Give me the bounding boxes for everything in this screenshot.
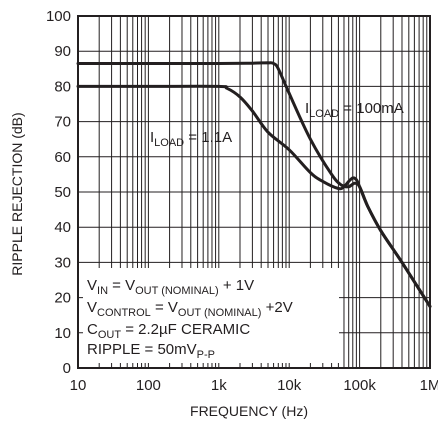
y-tick-label: 90 [54, 43, 71, 60]
series-labels: ILOAD = 100mA ILOAD = 1.1A [150, 100, 404, 149]
x-tick-label: 10k [277, 377, 302, 394]
y-tick-label: 100 [46, 8, 71, 25]
condition-vin: VIN = VOUT (NOMINAL) + 1V [87, 277, 254, 297]
y-axis-title: RIPPLE REJECTION (dB) [9, 112, 25, 275]
condition-vcontrol: VCONTROL = VOUT (NOMINAL) +2V [87, 299, 293, 319]
x-tick-label: 100k [343, 377, 376, 394]
series-label-100ma: ILOAD = 100mA [305, 100, 404, 120]
y-tick-label: 50 [54, 184, 71, 201]
annotation-box [83, 268, 339, 363]
y-tick-label: 40 [54, 219, 71, 236]
series-line-1-1a [76, 84, 432, 308]
plot-frame [77, 15, 431, 369]
y-tick-label: 80 [54, 78, 71, 95]
x-tick-label: 10 [70, 377, 87, 394]
x-tick-label: 1M [420, 377, 438, 394]
y-tick-label: 20 [54, 290, 71, 307]
condition-cout: COUT = 2.2µF CERAMIC [87, 321, 250, 341]
x-tick-label: 100 [136, 377, 161, 394]
y-tick-label: 30 [54, 254, 71, 271]
y-tick-label: 0 [63, 360, 71, 377]
y-tick-label: 60 [54, 149, 71, 166]
series-label-1-1a: ILOAD = 1.1A [150, 129, 232, 149]
condition-ripple: RIPPLE = 50mVP-P [87, 341, 215, 361]
curves [76, 61, 432, 308]
y-tick-label: 10 [54, 325, 71, 342]
x-axis-title: FREQUENCY (Hz) [190, 403, 308, 419]
x-tick-label: 1k [211, 377, 227, 394]
test-conditions: VIN = VOUT (NOMINAL) + 1V VCONTROL = VOU… [87, 277, 293, 361]
y-tick-label: 70 [54, 114, 71, 131]
